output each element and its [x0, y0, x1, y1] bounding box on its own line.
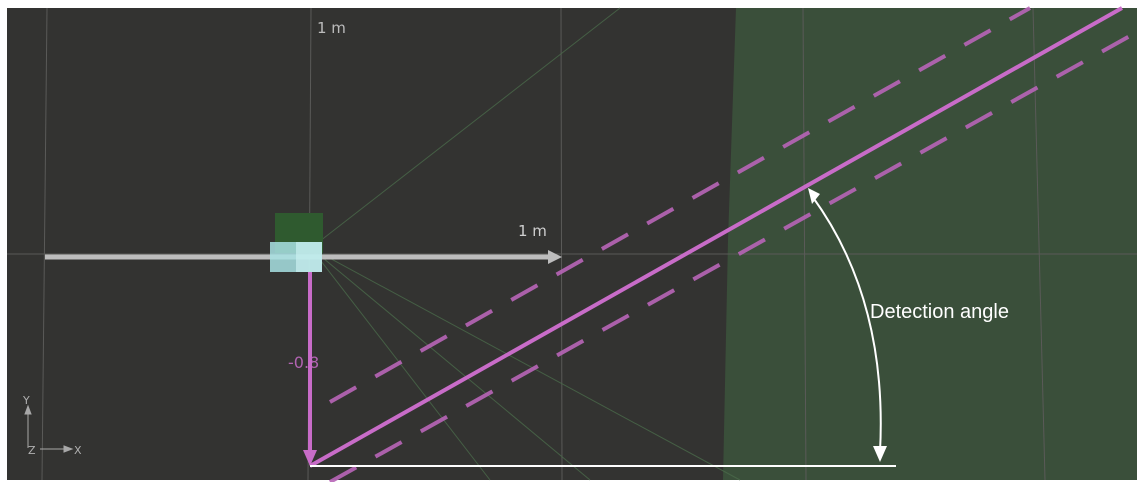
grid-label-top: 1 m — [317, 19, 346, 37]
detection-upper-boundary — [329, 6, 1031, 404]
annotation-detection-angle: Detection angle — [870, 301, 1009, 323]
gizmo-z-label: Z — [28, 444, 36, 457]
grid-label-axis: 1 m — [518, 222, 547, 240]
detection-angle-arc — [808, 188, 887, 462]
sensor-frustum — [310, 7, 741, 481]
detection-center-line — [309, 6, 1123, 468]
axes-gizmo — [24, 404, 74, 453]
vertical-magenta-arrow — [303, 272, 317, 466]
gizmo-x-label: X — [74, 444, 82, 457]
detection-zone — [723, 8, 1137, 480]
sensor-cube-face — [296, 242, 322, 272]
value-label: -0.8 — [288, 353, 319, 372]
gizmo-y-label: Y — [22, 394, 30, 407]
